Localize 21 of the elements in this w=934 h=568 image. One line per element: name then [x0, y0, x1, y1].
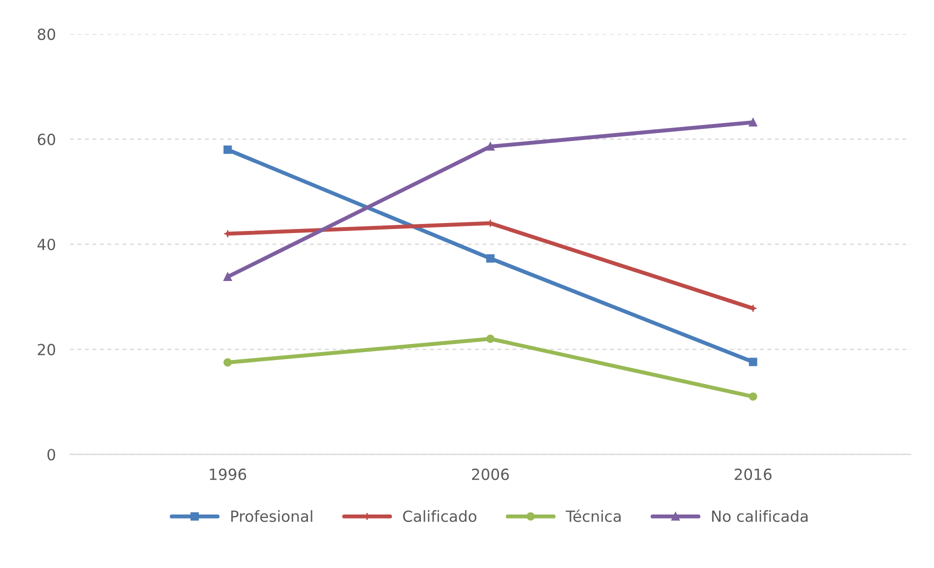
- x-tick-label: 2016: [734, 468, 772, 480]
- y-tick-label: 40: [37, 238, 56, 250]
- point: [223, 272, 232, 281]
- x-tick-label: 2006: [472, 468, 509, 480]
- point: [486, 254, 495, 263]
- legend-label: Calificado: [403, 510, 476, 522]
- legend-label: Profesional: [231, 510, 312, 522]
- point: [486, 142, 495, 151]
- y-tick-label: 0: [47, 448, 56, 460]
- legend-label: Técnica: [566, 510, 621, 522]
- y-tick-label: 80: [38, 28, 56, 40]
- point: [223, 358, 232, 367]
- y-tick-label: 60: [38, 134, 56, 146]
- legend-label: No calificada: [712, 510, 808, 522]
- point: [223, 146, 232, 154]
- y-tick-label: 20: [38, 344, 56, 356]
- point: [748, 392, 758, 401]
- x-tick-label: 1996: [210, 468, 246, 480]
- point: [486, 334, 495, 343]
- point: [748, 358, 758, 366]
- point: [748, 118, 758, 127]
